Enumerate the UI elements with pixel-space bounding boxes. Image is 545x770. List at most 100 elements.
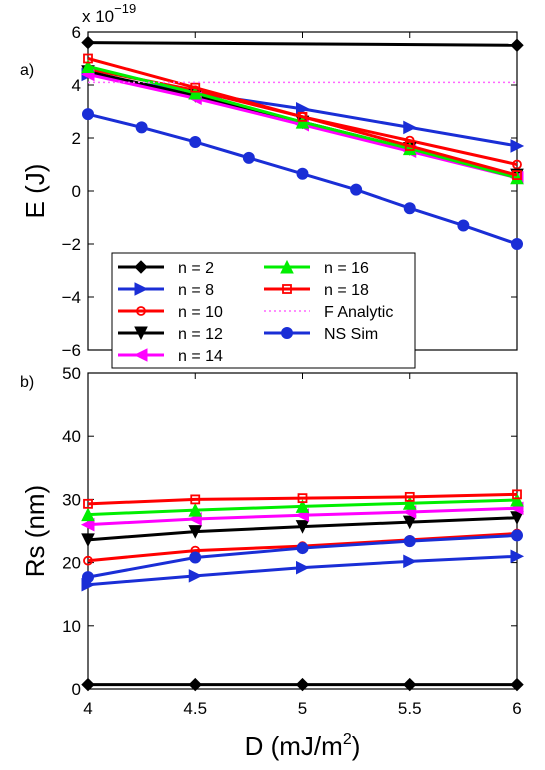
data-point [404,491,415,502]
y-tick-label: −2 [62,235,81,254]
data-point [512,170,522,181]
legend-marker [134,326,148,341]
legend-label: NS Sim [324,326,378,343]
data-point [81,677,95,692]
data-point [296,542,309,555]
data-point [295,499,310,513]
legend-label: n = 2 [178,260,214,277]
data-point [403,554,417,569]
data-point [297,493,308,504]
x-tick-label: 5 [298,699,307,718]
data-point [242,151,255,164]
legend-marker [282,284,292,294]
x-axis-label-superscript: 2 [343,731,352,748]
legend-label: n = 16 [324,260,369,277]
data-point [510,170,524,185]
data-point [81,533,95,547]
data-point [511,238,523,250]
legend-label: n = 8 [178,282,214,299]
legend-entry: n = 2 [118,260,214,277]
data-point [403,202,416,215]
data-point [512,489,522,500]
x-tick-label: 6 [512,699,521,718]
data-point [510,139,525,153]
legend-marker [136,306,146,316]
data-point [188,677,202,692]
data-point [350,183,363,196]
data-point [402,141,417,156]
legend-entry: n = 10 [118,304,223,321]
y-tick-label: −4 [62,288,81,307]
data-point [510,549,525,564]
y-tick-label: −6 [62,341,81,360]
x-tick-label: 4.5 [183,699,207,718]
data-point [512,159,522,170]
data-point [81,35,95,50]
data-point [188,525,203,539]
y-tick-label: 0 [72,182,81,201]
panel-label-b: b) [20,374,34,391]
data-point [295,114,310,129]
data-point [190,82,201,93]
series-n-18 [83,53,522,181]
data-point [188,85,203,100]
series-n-18 [83,489,522,509]
data-point [295,677,310,692]
data-point [402,496,417,510]
data-point [296,167,309,180]
series-n-14 [80,501,524,532]
y-tick-label: 2 [72,129,81,148]
legend-entry: F Analytic [264,304,393,321]
data-point [403,677,417,692]
data-point [188,569,203,583]
legend-marker [280,259,294,274]
legend-label: n = 12 [178,326,223,343]
data-point [189,551,202,564]
legend-entry: n = 18 [264,282,369,299]
series-line [87,41,518,47]
legend-entry: n = 16 [264,259,369,277]
panel-b-radius-plot: 0 10 20 30 40 50 4 4.5 5 5.5 6 b) Rs (nm) D (mJ/m2) [20,364,525,761]
series-line [87,57,518,177]
y-tick-label: 4 [72,76,81,95]
legend-marker [134,282,149,296]
data-point [82,571,94,584]
y-tick-label: 40 [62,427,81,446]
series-n-16 [81,492,524,522]
data-point [83,555,93,566]
y-tick-label: 30 [62,490,81,509]
x-axis-label-end: ) [352,731,361,761]
data-point [296,560,310,575]
legend-marker [134,260,148,274]
legend-marker [133,348,148,362]
data-point [295,520,310,534]
y-tick-label: 20 [62,554,81,573]
data-point [81,59,95,73]
legend-entry: n = 14 [118,348,223,365]
data-point [511,529,523,542]
panel-label-a: a) [20,62,34,79]
data-point [510,38,524,52]
data-point [402,515,417,530]
y-tick-label: 10 [62,617,81,636]
data-point [135,121,148,134]
y-tick-label: 50 [62,364,81,383]
series-n-2 [81,35,524,52]
y-axis-label-energy: E (J) [20,164,50,219]
x-tick-label: 5.5 [398,699,422,718]
data-point [188,503,203,517]
series-n-2 [81,677,524,692]
data-point [404,141,415,151]
y-tick-label: 6 [72,23,81,42]
data-point [189,135,202,148]
data-point [297,111,308,122]
series-line [87,492,518,506]
data-point [510,492,524,507]
data-point [403,535,416,548]
data-point [80,517,95,532]
legend-label: n = 10 [178,304,223,321]
y-axis-label-radius: Rs (nm) [20,485,50,577]
data-point [403,120,417,135]
x-axis-label: D (mJ/m2) [245,731,361,761]
